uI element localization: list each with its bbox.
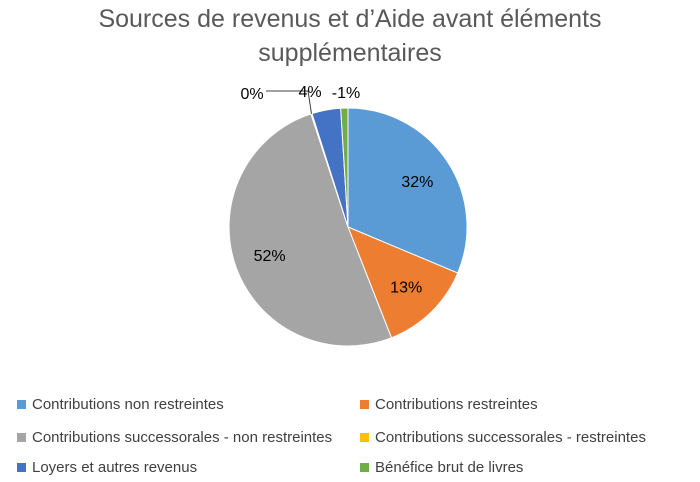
data-label-loyers-et-autres-revenus: 4% — [298, 84, 321, 101]
legend-swatch — [17, 399, 26, 409]
legend-label: Loyers et autres revenus — [32, 459, 198, 476]
data-label-contributions-successorales-restreintes: 0% — [240, 86, 263, 103]
legend-swatch — [360, 432, 369, 442]
legend-swatch — [360, 399, 369, 409]
legend-swatch — [360, 462, 369, 472]
legend-label: Contributions successorales - non restre… — [32, 429, 333, 446]
legend-label: Contributions restreintes — [375, 396, 538, 413]
legend-label: Bénéfice brut de livres — [375, 459, 524, 476]
data-label-contributions-restreintes: 13% — [390, 280, 422, 297]
legend-swatch — [17, 432, 26, 442]
legend-item-benefice-brut-de-livres: Bénéfice brut de livres — [360, 458, 523, 478]
legend-label: Contributions non restreintes — [32, 396, 224, 413]
legend-item-contributions-successorales-restreintes: Contributions successorales - restreinte… — [360, 428, 646, 448]
chart-title-line-1: Sources de revenus et d’Aide avant éléme… — [98, 5, 602, 33]
data-label-contributions-successorales-non-restreintes: 52% — [254, 248, 286, 265]
leader-line-contributions-successorales-restreintes — [266, 90, 312, 114]
pie-slice-benefice-brut-de-livres — [340, 107, 349, 228]
pie-slice-contributions-successorales-non-restreintes — [228, 113, 393, 347]
legend-item-loyers-et-autres-revenus: Loyers et autres revenus — [17, 458, 197, 478]
chart-title-line-2: supplémentaires — [258, 39, 442, 67]
pie-chart: 32% 13% 52% 0% 4% -1% — [228, 84, 468, 347]
legend-item-contributions-restreintes: Contributions restreintes — [360, 395, 538, 415]
data-label-benefice-brut-de-livres: -1% — [332, 85, 360, 102]
legend-swatch — [17, 462, 26, 472]
legend-item-contributions-non-restreintes: Contributions non restreintes — [17, 395, 224, 415]
chart-legend: Contributions non restreintes Contributio… — [0, 392, 700, 482]
pie-slice-contributions-non-restreintes — [347, 107, 468, 274]
legend-item-contributions-successorales-non-restreintes: Contributions successorales - non restre… — [17, 428, 332, 448]
data-label-contributions-non-restreintes: 32% — [401, 174, 433, 191]
legend-label: Contributions successorales - restreinte… — [375, 429, 646, 446]
pie-slice-contributions-restreintes — [347, 226, 459, 339]
chart-title: Sources de revenus et d’Aide avant éléme… — [0, 2, 700, 70]
